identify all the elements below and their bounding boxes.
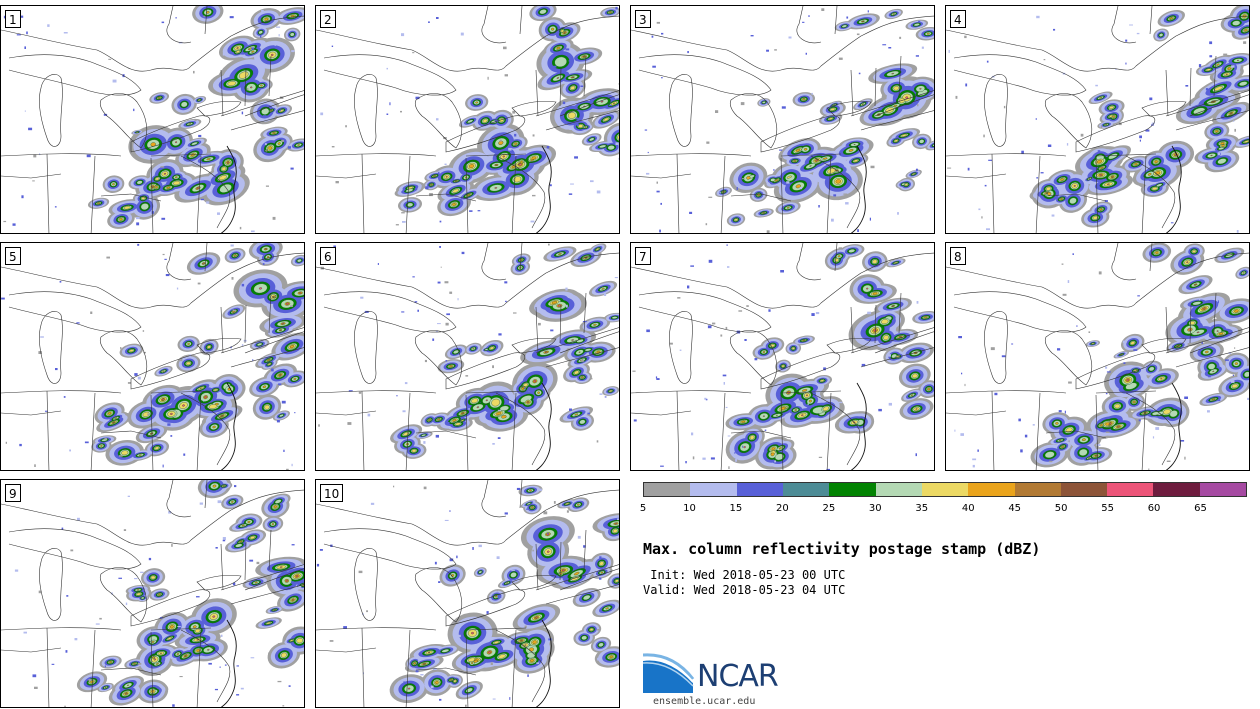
- colorbar-swatch: [1060, 483, 1108, 496]
- member-label: 6: [320, 247, 336, 265]
- colorbar-swatch: [644, 483, 691, 496]
- colorbar-swatch: [829, 483, 876, 496]
- colorbar-swatch: [736, 483, 783, 496]
- colorbar-swatch: [921, 483, 969, 496]
- colorbar-swatch: [1014, 483, 1061, 496]
- colorbar-tick-label: 20: [776, 503, 789, 514]
- colorbar-swatch: [875, 483, 922, 496]
- reflectivity-map: [1, 243, 304, 470]
- reflectivity-map: [316, 6, 619, 233]
- reflectivity-map: [1, 6, 304, 233]
- colorbar-tick-label: 5: [639, 503, 647, 514]
- reflectivity-map: [316, 480, 619, 707]
- ncar-logo-text: NCAR: [697, 659, 779, 694]
- colorbar-ticks: 5 10 15 20 25 30 35 40 45 50 55 60 65: [639, 503, 1247, 517]
- colorbar-tick-label: 45: [1008, 503, 1022, 514]
- map-panel: 9: [0, 479, 305, 708]
- colorbar-tick-label: 30: [868, 503, 882, 514]
- map-panel: 4: [945, 5, 1250, 234]
- colorbar-tick-label: 15: [729, 503, 743, 514]
- member-label: 3: [635, 10, 651, 28]
- ensemble-url: ensemble.ucar.edu: [653, 696, 756, 707]
- member-label: 10: [320, 484, 344, 502]
- map-panel: 3: [630, 5, 935, 234]
- colorbar-swatch: [968, 483, 1015, 496]
- colorbar-swatch: [1153, 483, 1200, 496]
- map-panel: 6: [315, 242, 620, 471]
- reflectivity-map: [946, 6, 1249, 233]
- colorbar-swatch: [1107, 483, 1154, 496]
- map-panel: 8: [945, 242, 1250, 471]
- map-panel: 5: [0, 242, 305, 471]
- colorbar-tick-label: 55: [1101, 503, 1114, 514]
- member-label: 1: [5, 10, 21, 28]
- colorbar-tick-label: 35: [915, 503, 929, 514]
- colorbar-tick-label: 50: [1054, 503, 1068, 514]
- member-label: 4: [950, 10, 966, 28]
- member-label: 5: [5, 247, 21, 265]
- colorbar-tick-label: 10: [683, 503, 696, 514]
- reflectivity-map: [316, 243, 619, 470]
- member-label: 8: [950, 247, 966, 265]
- colorbar-tick-label: 65: [1194, 503, 1207, 514]
- reflectivity-map: [946, 243, 1249, 470]
- valid-time: Valid: Wed 2018-05-23 04 UTC: [643, 583, 846, 597]
- map-panel: 2: [315, 5, 620, 234]
- colorbar-tick-label: 25: [822, 503, 836, 514]
- reflectivity-map: [631, 6, 934, 233]
- reflectivity-map: [631, 243, 934, 470]
- member-label: 7: [635, 247, 651, 265]
- map-panel: 10: [315, 479, 620, 708]
- colorbar-swatch: [690, 483, 737, 496]
- figure-title: Max. column reflectivity postage stamp (…: [643, 540, 1041, 558]
- colorbar-tick-label: 40: [961, 503, 975, 514]
- init-time: Init: Wed 2018-05-23 00 UTC: [643, 568, 846, 582]
- reflectivity-map: [1, 480, 304, 707]
- reflectivity-colorbar: [643, 482, 1247, 497]
- member-label: 9: [5, 484, 21, 502]
- member-label: 2: [320, 10, 336, 28]
- map-panel: 7: [630, 242, 935, 471]
- colorbar-swatch: [1199, 483, 1247, 496]
- colorbar-swatch: [782, 483, 830, 496]
- ncar-logo-icon: [643, 653, 695, 693]
- map-panel: 1: [0, 5, 305, 234]
- colorbar-tick-label: 60: [1147, 503, 1161, 514]
